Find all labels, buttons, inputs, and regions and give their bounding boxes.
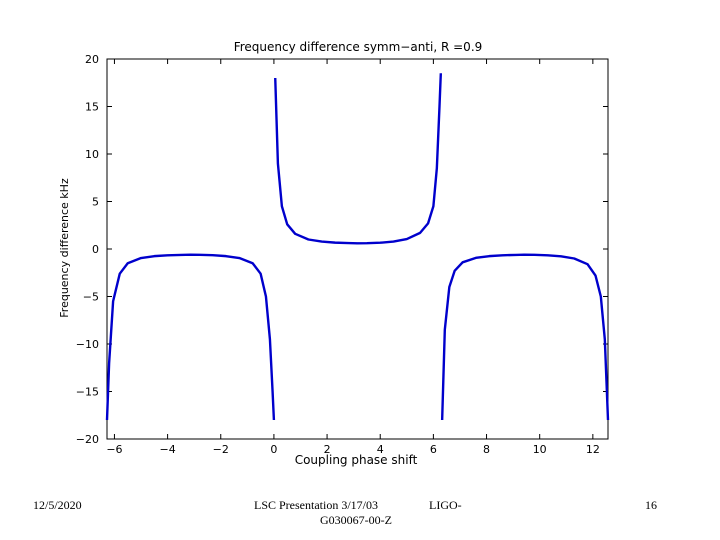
x-axis-label: Coupling phase shift [295,453,418,467]
y-axis-label: Frequency difference kHz [58,178,71,318]
chart-title: Frequency difference symm−anti, R =0.9 [234,40,483,54]
y-tick-label: 20 [85,53,99,66]
footer-presentation-line1: LSC Presentation 3/17/03 [254,498,378,512]
plot-frame [106,58,609,440]
y-tick-label: −15 [76,386,99,399]
x-tick-label: −6 [106,443,122,456]
series-line [105,73,610,421]
series-group [105,73,610,421]
y-tick-label: −10 [76,338,99,351]
footer-date: 12/5/2020 [33,498,82,512]
footer-page-number: 16 [645,498,657,512]
x-tick-label: 6 [430,443,437,456]
x-axis: −6 −4 −2 0 2 4 6 8 10 12 [106,59,600,456]
y-tick-label: 15 [85,101,99,114]
x-tick-label: 4 [377,443,384,456]
x-tick-label: 2 [324,443,331,456]
x-tick-label: −4 [159,443,175,456]
x-tick-label: 0 [270,443,277,456]
x-tick-label: −2 [213,443,229,456]
footer-presentation: LSC Presentation 3/17/03 LIGO- G030067-0… [254,498,464,528]
y-tick-label: 5 [92,196,99,209]
chart: Frequency difference symm−anti, R =0.9 2… [58,40,610,467]
y-tick-label: 0 [92,243,99,256]
x-tick-label: 8 [483,443,490,456]
footer-ligo: LIGO- [429,498,462,512]
y-tick-label: 10 [85,148,99,161]
footer-document-id: G030067-00-Z [320,513,392,527]
y-tick-label: −5 [83,291,99,304]
x-tick-label: 10 [533,443,547,456]
x-tick-label: 12 [586,443,600,456]
y-axis: 20 15 10 5 0 −5 −10 −15 −20 [76,53,608,446]
y-tick-label: −20 [76,433,99,446]
